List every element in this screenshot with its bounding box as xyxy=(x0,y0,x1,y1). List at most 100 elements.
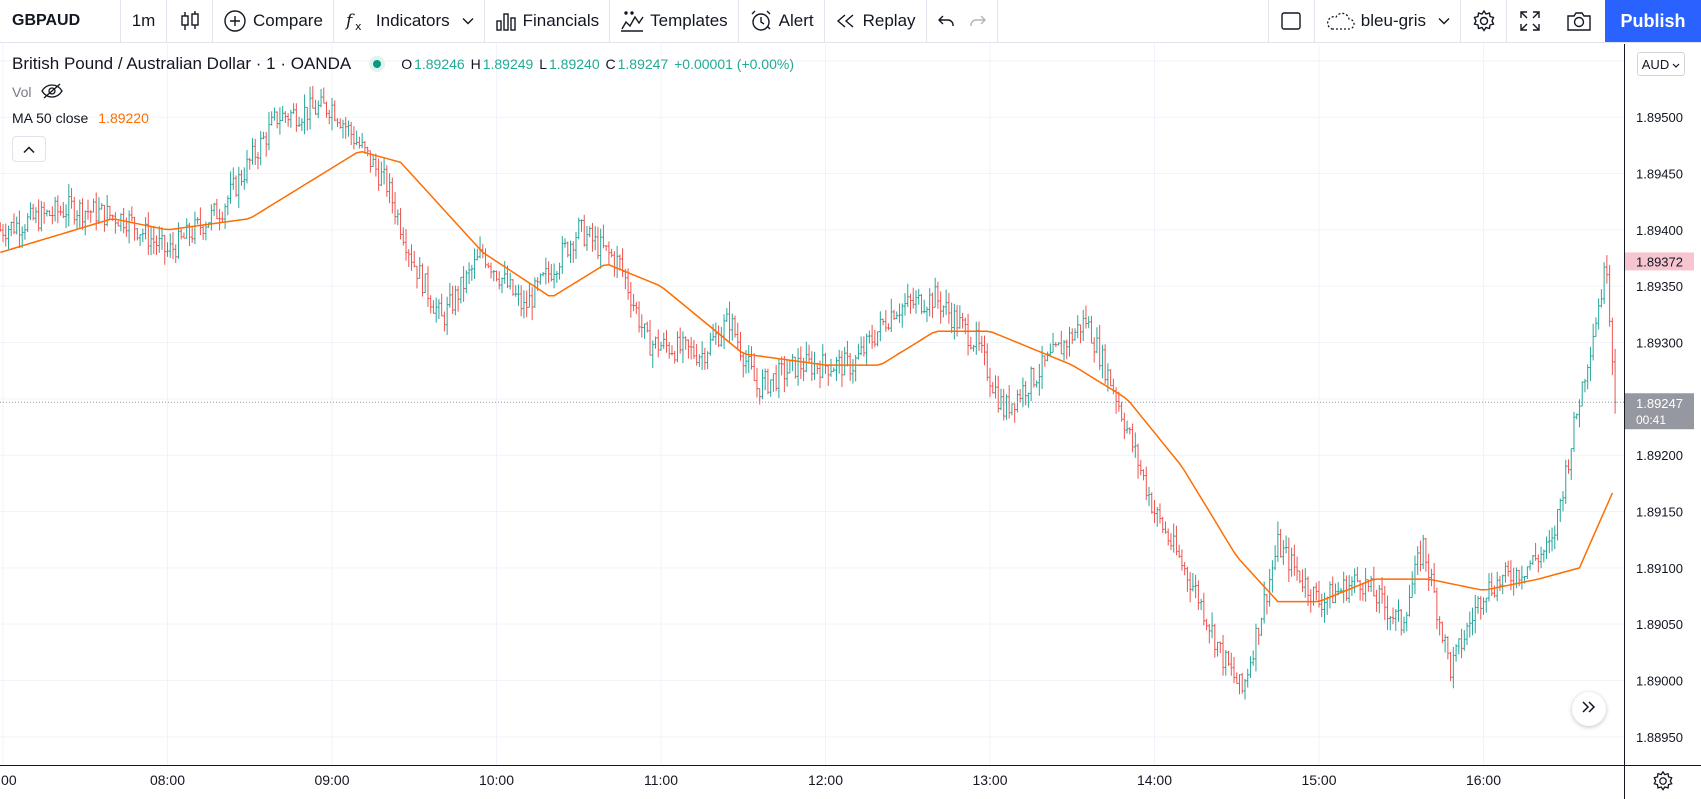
price-tick-label: 1.89200 xyxy=(1636,448,1683,463)
time-tick-label: 08:00 xyxy=(150,772,185,788)
low-key: L xyxy=(539,56,547,72)
price-tick-label: 1.89100 xyxy=(1636,561,1683,576)
series-title[interactable]: British Pound / Australian Dollar · 1 · … xyxy=(12,54,352,73)
time-tick-label: 09:00 xyxy=(314,772,349,788)
settings-button[interactable] xyxy=(1461,0,1507,42)
svg-text:f: f xyxy=(344,11,355,31)
open-value: 1.89246 xyxy=(414,56,465,72)
alarm-clock-icon xyxy=(749,9,773,33)
chart-legend: British Pound / Australian Dollar · 1 · … xyxy=(12,52,796,162)
ma-label[interactable]: MA 50 close xyxy=(12,110,89,126)
rewind-icon xyxy=(835,12,857,30)
svg-text:x: x xyxy=(355,20,362,33)
time-axis: 7:00 08:00 09:00 10:00 11:00 12:00 13:00 14:00 1… xyxy=(0,765,1701,788)
publish-button[interactable]: Publish xyxy=(1605,0,1701,42)
ma-legend: MA 50 close 1.89220 xyxy=(12,108,796,128)
square-icon xyxy=(1280,10,1302,32)
compare-label: Compare xyxy=(253,11,323,30)
templates-icon xyxy=(620,10,644,32)
legend-collapse-button[interactable] xyxy=(12,136,46,162)
price-tick-label: 1.89000 xyxy=(1636,674,1683,689)
templates-label: Templates xyxy=(650,11,728,30)
financials-button[interactable]: Financials xyxy=(485,0,611,42)
time-tick-label: 7:00 xyxy=(0,772,17,788)
ma-price-label-box xyxy=(1625,252,1694,271)
bar-style-button[interactable] xyxy=(167,0,213,42)
symbol-label: GBPAUD xyxy=(12,12,81,29)
layout-name-button[interactable]: bleu-gris xyxy=(1315,0,1461,42)
market-status-icon[interactable] xyxy=(369,56,386,72)
ma-price-label: 1.89372 xyxy=(1636,254,1683,269)
price-tick-label: 1.89300 xyxy=(1636,336,1683,351)
layout-name-label: bleu-gris xyxy=(1360,11,1426,30)
bar-chart-icon xyxy=(495,10,517,32)
price-tick-label: 1.89450 xyxy=(1636,167,1683,182)
chevron-down-icon[interactable] xyxy=(1438,17,1450,25)
fullscreen-button[interactable] xyxy=(1507,0,1553,42)
indicators-label: Indicators xyxy=(375,11,450,30)
chevron-up-icon xyxy=(23,139,35,159)
time-tick-label: 16:00 xyxy=(1466,772,1501,788)
last-price-label: 1.89247 xyxy=(1636,396,1683,411)
interval-button[interactable]: 1m xyxy=(121,0,167,42)
scroll-to-realtime-button[interactable] xyxy=(1572,692,1606,726)
snapshot-button[interactable] xyxy=(1553,0,1605,42)
select-layout-button[interactable] xyxy=(1269,0,1315,42)
time-tick-label: 12:00 xyxy=(808,772,843,788)
alert-label: Alert xyxy=(778,11,814,30)
price-chart[interactable]: 1.895501.895001.894501.894001.893501.893… xyxy=(0,44,1701,799)
price-tick-label: 1.89400 xyxy=(1636,223,1683,238)
ma-line xyxy=(0,151,1614,603)
open-key: O xyxy=(401,56,413,72)
interval-label: 1m xyxy=(131,11,156,30)
high-value: 1.89249 xyxy=(482,56,534,72)
alert-button[interactable]: Alert xyxy=(739,0,825,42)
cloud-icon xyxy=(1325,11,1355,31)
plus-circle-icon xyxy=(223,9,247,33)
ma-value: 1.89220 xyxy=(98,110,149,126)
time-tick-label: 10:00 xyxy=(479,772,514,788)
undo-redo-group xyxy=(927,0,998,42)
ohlc-bars xyxy=(0,85,1617,700)
high-key: H xyxy=(470,56,481,72)
close-value: 1.89247 xyxy=(617,56,669,72)
last-price-label-box xyxy=(1625,393,1694,430)
price-tick-label: 1.88950 xyxy=(1636,730,1683,745)
replay-label: Replay xyxy=(862,11,916,30)
price-tick-label: 1.89150 xyxy=(1636,505,1683,520)
time-tick-label: 14:00 xyxy=(1137,772,1172,788)
redo-icon[interactable] xyxy=(969,13,987,29)
templates-button[interactable]: Templates xyxy=(610,0,739,42)
chart-grid xyxy=(0,44,1624,765)
chart-settings-button[interactable] xyxy=(1652,770,1674,792)
price-tick-label: 1.89050 xyxy=(1636,617,1683,632)
volume-label[interactable]: Vol xyxy=(12,84,32,100)
symbol-search-button[interactable]: GBPAUD xyxy=(0,0,121,42)
undo-icon[interactable] xyxy=(937,13,955,29)
toolbar-spacer xyxy=(998,0,1269,42)
fullscreen-icon xyxy=(1519,10,1541,32)
currency-button[interactable]: AUD xyxy=(1637,52,1685,76)
chevron-down-icon[interactable] xyxy=(462,17,474,25)
time-tick-label: 13:00 xyxy=(972,772,1007,788)
eye-off-icon[interactable] xyxy=(41,83,64,102)
camera-icon xyxy=(1566,10,1592,32)
ma-line-group xyxy=(0,151,1614,603)
currency-label: AUD xyxy=(1641,56,1670,72)
volume-legend: Vol xyxy=(12,82,796,102)
double-chevron-right-icon xyxy=(1581,700,1597,719)
financials-label: Financials xyxy=(522,11,600,30)
compare-button[interactable]: Compare xyxy=(213,0,334,42)
price-axis: 1.895501.895001.894501.894001.893501.893… xyxy=(1624,44,1694,799)
chart-pane[interactable]: 1.895501.895001.894501.894001.893501.893… xyxy=(0,44,1701,799)
price-tick-label: 1.89500 xyxy=(1636,110,1683,125)
low-value: 1.89240 xyxy=(549,56,600,72)
close-key: C xyxy=(605,56,616,72)
change-value: +0.00001 (+0.00%) xyxy=(674,56,794,72)
replay-button[interactable]: Replay xyxy=(825,0,927,42)
chevron-down-icon xyxy=(1672,57,1680,72)
price-tick-label: 1.89350 xyxy=(1636,279,1683,294)
